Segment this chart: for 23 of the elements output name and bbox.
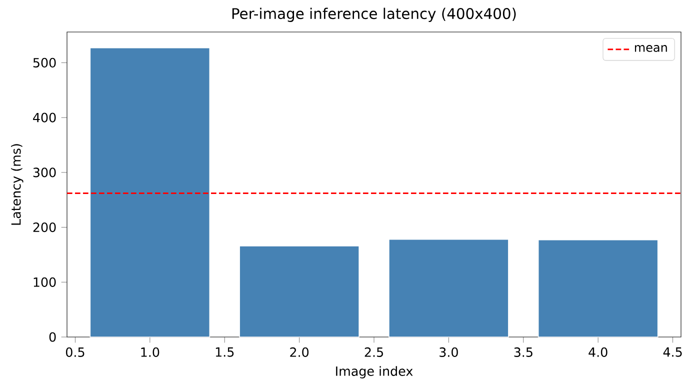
x-tick-label: 3.0 [440,347,458,357]
y-axis-title: Latency (ms) [11,144,24,225]
y-tick-label: 300 [33,168,56,178]
y-tick-label: 400 [33,112,56,122]
chart-title: Per-image inference latency (400x400) [232,8,516,22]
y-tick-label: 200 [33,222,56,232]
x-axis-title: Image index [336,366,413,378]
x-tick-label: 4.5 [663,347,682,357]
x-tick-label: 0.5 [66,347,84,357]
bar [90,48,210,338]
x-tick-label: 1.5 [216,347,234,357]
x-tick-label: 1.0 [141,347,160,357]
bar [538,240,658,338]
x-tick-label: 2.5 [364,347,383,357]
bar [239,246,360,338]
y-tick-label: 100 [34,277,56,287]
x-tick-label: 2.0 [290,347,309,357]
bar [388,238,509,338]
y-tick-label: 0 [49,332,56,342]
x-tick-label: 3.5 [514,347,532,357]
legend-label: mean [634,45,667,52]
x-tick-label: 4.0 [588,347,608,357]
y-tick-label: 500 [33,58,56,68]
